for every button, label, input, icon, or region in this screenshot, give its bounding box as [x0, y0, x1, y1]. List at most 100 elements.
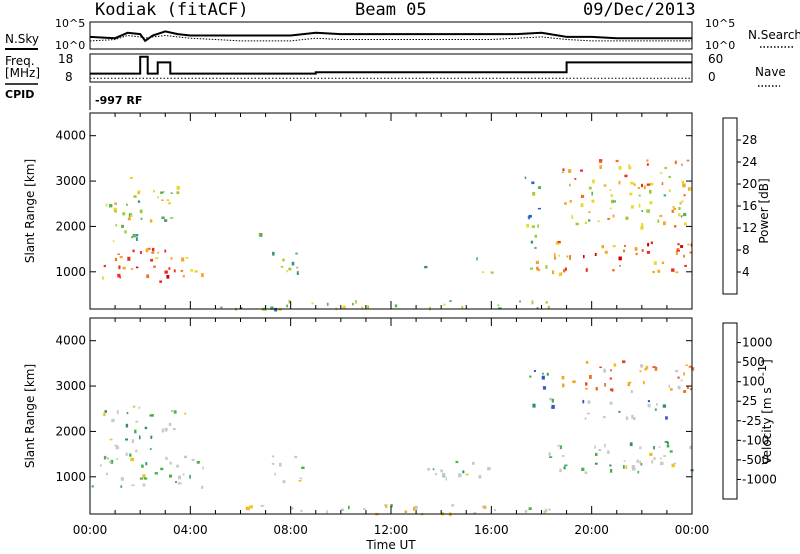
heatmap-cell [135, 420, 139, 423]
heatmap-cell [487, 467, 491, 471]
heatmap-cell [139, 209, 143, 214]
heatmap-cell [677, 385, 681, 390]
freq-panel-frame [89, 53, 693, 83]
heatmap-cell [549, 398, 552, 401]
heatmap-cell [145, 248, 149, 253]
freq-ytick-top: 18 [58, 52, 73, 66]
heatmap-cell [647, 403, 651, 408]
heatmap-cell [594, 445, 596, 449]
heatmap-cell [385, 505, 388, 509]
colorbar-tick-label: 12 [742, 221, 757, 235]
heatmap-cell [675, 251, 678, 255]
heatmap-cell [143, 477, 148, 480]
heatmap-cell [623, 465, 625, 469]
heatmap-cell [288, 267, 292, 271]
heatmap-cell [542, 386, 547, 390]
heatmap-cell [642, 380, 645, 385]
heatmap-cell [549, 456, 553, 458]
heatmap-cell [684, 264, 687, 267]
heatmap-cell [434, 472, 437, 476]
heatmap-cell [657, 269, 661, 273]
heatmap-cell [683, 254, 685, 258]
heatmap-cell [591, 199, 595, 203]
heatmap-cell [427, 468, 430, 471]
velocity-axes: 1000 2000 3000 4000 00:00 04:00 08:00 12:00 16:0… [55, 318, 709, 537]
heatmap-cell [675, 271, 679, 274]
heatmap-cell [580, 169, 583, 172]
heatmap-cell [667, 441, 669, 445]
heatmap-cell [114, 209, 117, 213]
heatmap-cell [120, 485, 123, 488]
heatmap-cell [546, 372, 549, 376]
heatmap-cell [132, 234, 136, 238]
colorbar-tick-label: 24 [742, 155, 757, 169]
heatmap-cell [624, 245, 626, 247]
heatmap-cell [104, 410, 107, 413]
heatmap-cell [557, 444, 561, 447]
heatmap-cell [135, 234, 139, 237]
heatmap-cell [298, 480, 302, 482]
heatmap-cell [609, 377, 612, 380]
heatmap-cell [465, 473, 469, 476]
heatmap-cell [352, 302, 354, 306]
heatmap-cell [627, 382, 631, 387]
heatmap-cell [680, 245, 684, 248]
heatmap-cell [141, 464, 144, 468]
heatmap-cell [648, 183, 652, 186]
heatmap-cell [612, 269, 615, 272]
heatmap-cell [536, 266, 539, 271]
heatmap-cell [594, 253, 597, 256]
heatmap-cell [147, 247, 151, 250]
heatmap-cell [673, 207, 677, 210]
heatmap-cell [537, 207, 541, 210]
heatmap-cell [619, 265, 621, 267]
heatmap-cell [126, 412, 129, 415]
heatmap-cell [274, 472, 276, 476]
heatmap-cell [659, 215, 663, 217]
heatmap-cell [149, 219, 153, 223]
heatmap-cell [531, 225, 535, 228]
heatmap-cell [676, 248, 680, 251]
heatmap-cell [239, 307, 243, 310]
colorbar-tick-label: 100 [742, 375, 765, 389]
heatmap-cell [635, 252, 638, 256]
ytick-label: 1000 [55, 470, 86, 484]
heatmap-cell [597, 220, 600, 223]
heatmap-cell [166, 275, 170, 279]
heatmap-cell [155, 257, 159, 259]
heatmap-cell [531, 300, 534, 305]
heatmap-cell [271, 462, 275, 465]
heatmap-cell [168, 202, 171, 205]
heatmap-cell [678, 207, 681, 211]
heatmap-cell [129, 453, 132, 457]
heatmap-cell [109, 204, 113, 208]
heatmap-cell [558, 272, 561, 277]
heatmap-cell [585, 361, 589, 364]
heatmap-cell [133, 195, 137, 198]
heatmap-cell [677, 243, 680, 246]
heatmap-cell [131, 484, 135, 486]
heatmap-cell [142, 474, 146, 478]
colorbar-tick-label: -1000 [742, 472, 777, 486]
heatmap-cell [173, 269, 176, 273]
heatmap-cell [443, 303, 446, 306]
heatmap-cell [689, 445, 692, 450]
heatmap-cell [191, 458, 195, 462]
heatmap-cell [541, 375, 545, 380]
heatmap-cell [592, 179, 595, 184]
heatmap-cell [618, 180, 621, 185]
heatmap-cell [301, 466, 305, 469]
heatmap-cell [114, 444, 118, 447]
heatmap-cell [584, 471, 588, 474]
heatmap-cell [125, 423, 129, 428]
heatmap-cell [680, 379, 683, 382]
heatmap-cell [300, 509, 303, 512]
heatmap-cell [566, 255, 569, 258]
heatmap-cell [184, 455, 187, 459]
heatmap-cell [441, 472, 446, 477]
heatmap-cell [282, 480, 286, 484]
heatmap-cell [643, 185, 646, 190]
heatmap-cell [169, 474, 172, 478]
heatmap-cell [611, 199, 614, 204]
heatmap-cell [682, 183, 686, 188]
